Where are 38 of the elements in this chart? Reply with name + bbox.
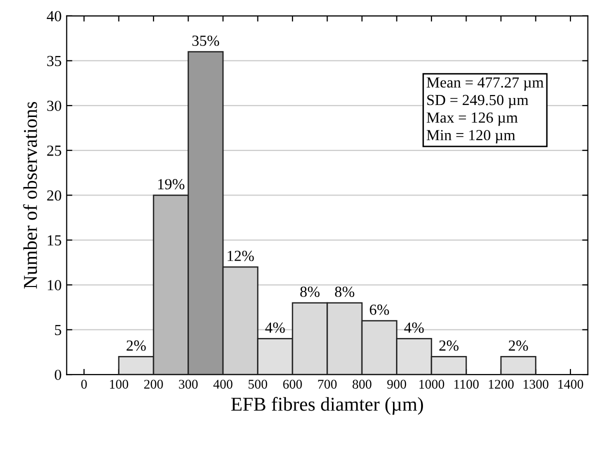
annotation: 2% — [126, 340, 146, 351]
x-tick-label: 300 — [179, 380, 198, 389]
x-tick-label: 1400 — [558, 380, 584, 389]
annotation: 8% — [335, 286, 354, 297]
y-tick-label: 30 — [47, 100, 62, 112]
annotation: Mean = 477.27 µm SD = 249.50 µm Max = 126 µm Min = 120 µm — [426, 77, 544, 144]
x-tick-label: 400 — [213, 380, 232, 389]
x-tick-label: 0 — [81, 380, 87, 389]
annotation: 2% — [508, 340, 528, 351]
x-tick-label: 600 — [283, 380, 302, 389]
annotation: 6% — [370, 304, 390, 315]
y-tick-label: 15 — [48, 235, 62, 246]
x-tick-label: 200 — [144, 380, 163, 389]
annotation: 12% — [228, 250, 254, 262]
y-tick-label: 5 — [55, 325, 62, 336]
x-tick-label: 1100 — [454, 380, 479, 389]
x-tick-label: 1000 — [419, 380, 444, 389]
x-tick-label: 800 — [352, 380, 372, 389]
annotation: 35% — [192, 36, 220, 46]
y-tick-label: 0 — [54, 370, 62, 380]
y-axis-title: Number of observations — [23, 102, 38, 289]
y-tick-label: 20 — [47, 190, 62, 201]
y-tick-label: 10 — [48, 280, 62, 290]
x-axis-title: EFB fibres diamter (µm) — [231, 396, 423, 415]
x-tick-label: 1300 — [524, 380, 548, 389]
x-tick-label: 1200 — [488, 380, 514, 389]
x-tick-label: 100 — [110, 380, 128, 389]
x-tick-label: 700 — [318, 380, 337, 389]
y-tick-label: 25 — [47, 146, 62, 156]
annotation: 8% — [300, 286, 320, 297]
x-tick-label: 500 — [248, 380, 268, 389]
annotation: 4% — [404, 322, 424, 333]
y-tick-label: 40 — [46, 11, 62, 22]
annotation: 4% — [265, 322, 285, 333]
annotation: 19% — [158, 179, 184, 190]
x-tick-label: 900 — [387, 380, 406, 389]
annotation: 2% — [439, 340, 459, 351]
y-tick-label: 35 — [47, 56, 62, 66]
